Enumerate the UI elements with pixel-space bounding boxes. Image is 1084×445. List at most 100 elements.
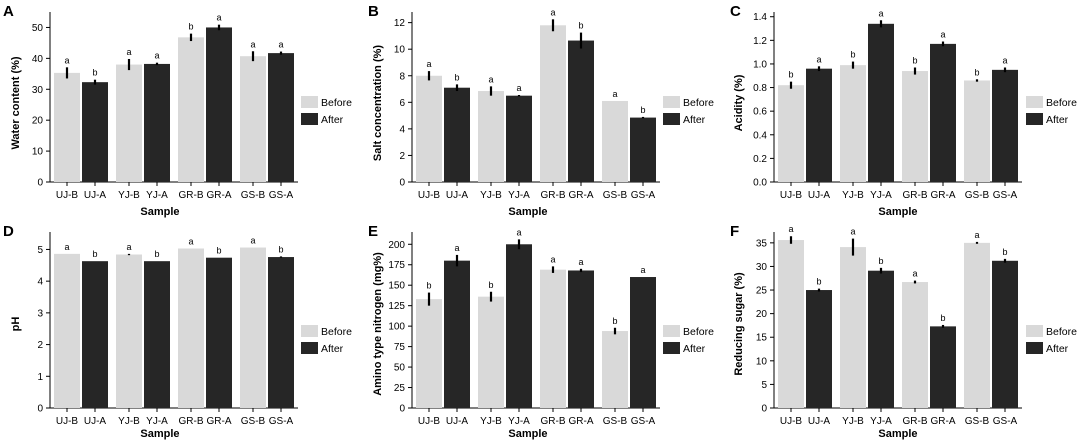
bar-gr-before [540, 25, 566, 182]
legend-label-before: Before [683, 326, 714, 338]
y-tick-label: 0 [37, 404, 43, 415]
y-tick-label: 25 [756, 286, 768, 297]
significance-label: a [64, 242, 69, 252]
significance-label: a [788, 224, 793, 234]
y-tick-label: 0 [761, 404, 767, 415]
bar-gr-before [178, 37, 204, 182]
panel-f: F Reducing sugar (%) Sample Before After… [730, 223, 1077, 440]
x-tick-label: UJ-B [56, 416, 79, 427]
significance-label: b [216, 246, 221, 256]
y-tick-label: 8 [399, 71, 405, 82]
y-axis-title: Reducing sugar (%) [733, 272, 745, 376]
y-tick-label: 5 [761, 380, 767, 391]
y-tick-label: 1.2 [753, 36, 767, 47]
y-tick-label: 10 [394, 45, 406, 56]
significance-label: b [454, 72, 459, 82]
bar-gs-before [602, 100, 628, 182]
legend-label-after: After [683, 114, 706, 126]
bar-yj-after [868, 270, 894, 408]
x-tick-label: YJ-B [842, 190, 864, 201]
x-tick-label: YJ-B [118, 416, 140, 427]
bar-uj-after [444, 87, 470, 182]
x-tick-label: GR-A [931, 416, 956, 427]
x-tick-label: GR-B [903, 190, 928, 201]
y-tick-label: 20 [756, 309, 768, 320]
bar-yj-after [506, 244, 532, 408]
bar-uj-after [444, 260, 470, 408]
bar-yj-after [144, 63, 170, 182]
x-tick-label: GS-A [993, 190, 1018, 201]
x-tick-label: UJ-B [56, 190, 79, 201]
y-axis-title: Water content (%) [10, 56, 22, 149]
legend-swatch-after [301, 113, 318, 125]
significance-label: b [912, 55, 917, 65]
x-axis-title: Sample [878, 428, 917, 440]
significance-label: a [250, 236, 255, 246]
x-tick-label: GR-B [179, 190, 204, 201]
y-tick-label: 30 [32, 85, 44, 96]
x-tick-label: GS-B [603, 190, 628, 201]
bar-gs-after [992, 260, 1018, 408]
legend-swatch-before [301, 96, 318, 108]
significance-label: a [816, 54, 821, 64]
significance-label: b [92, 249, 97, 259]
legend: Before After [301, 96, 352, 126]
panel-d: D pH Sample Before After 0 1 2 3 4 5 a UJ-B b UJ-… [3, 223, 352, 440]
bar-gr-after [930, 326, 956, 408]
significance-label: a [216, 13, 221, 23]
legend-label-before: Before [683, 97, 714, 109]
significance-label: a [126, 242, 131, 252]
y-tick-label: 4 [399, 124, 405, 135]
x-tick-label: UJ-A [446, 416, 469, 427]
significance-label: a [640, 265, 645, 275]
bar-gs-after [630, 117, 656, 182]
legend-label-before: Before [1046, 326, 1077, 338]
x-tick-label: GR-A [207, 190, 232, 201]
panel-label: A [3, 3, 14, 20]
legend-swatch-before [1026, 325, 1043, 337]
legend-label-before: Before [321, 326, 352, 338]
bar-uj-before [54, 253, 80, 408]
legend-label-after: After [321, 343, 344, 355]
x-tick-label: UJ-B [418, 416, 441, 427]
significance-label: a [454, 243, 459, 253]
bar-yj-after [506, 95, 532, 182]
legend-label-before: Before [1046, 97, 1077, 109]
y-tick-label: 2 [37, 340, 43, 351]
x-tick-label: YJ-B [480, 190, 502, 201]
x-tick-label: GR-A [931, 190, 956, 201]
y-tick-label: 0.2 [753, 154, 767, 165]
significance-label: b [154, 249, 159, 259]
y-tick-label: 175 [388, 260, 405, 271]
x-tick-label: YJ-B [118, 190, 140, 201]
panel-e: E Amino type nitrogen (mg%) Sample Befor… [368, 223, 714, 440]
x-tick-label: GR-B [179, 416, 204, 427]
significance-label: a [940, 30, 945, 40]
y-axis-title: pH [10, 317, 22, 332]
significance-label: a [154, 51, 159, 61]
bar-uj-after [806, 290, 832, 408]
legend-swatch-after [1026, 342, 1043, 354]
panel-label: B [368, 3, 379, 20]
significance-label: a [1002, 55, 1007, 65]
y-tick-label: 1.0 [753, 59, 767, 70]
x-tick-label: UJ-A [808, 416, 831, 427]
bar-gs-before [240, 56, 266, 183]
x-tick-label: GS-B [241, 190, 266, 201]
y-tick-label: 0 [37, 178, 43, 189]
y-tick-label: 100 [388, 322, 405, 333]
y-tick-label: 6 [399, 98, 405, 109]
significance-label: b [1002, 247, 1007, 257]
x-axis-title: Sample [508, 206, 547, 218]
y-tick-label: 5 [37, 245, 43, 256]
significance-label: a [612, 89, 617, 99]
x-tick-label: UJ-A [446, 190, 469, 201]
bar-gs-after [992, 69, 1018, 182]
y-tick-label: 200 [388, 240, 405, 251]
x-tick-label: UJ-A [84, 190, 107, 201]
y-tick-label: 0 [399, 404, 405, 415]
bar-yj-before [840, 65, 866, 182]
y-tick-label: 15 [756, 333, 768, 344]
legend-swatch-before [663, 325, 680, 337]
